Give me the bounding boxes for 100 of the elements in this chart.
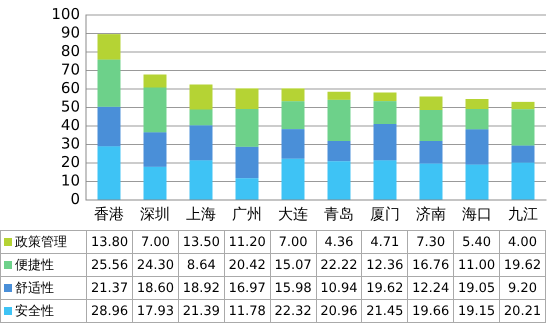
bar: [98, 106, 120, 146]
x-tick-label: 海口: [462, 204, 492, 223]
bar: [236, 178, 258, 200]
bar: [328, 161, 350, 200]
bar: [282, 88, 304, 102]
data-label: 10.94: [316, 276, 362, 300]
data-label: 19.66: [408, 300, 454, 322]
y-tick-label: 10: [60, 171, 80, 190]
legend-label: 便捷性: [15, 258, 54, 273]
data-label: 13.50: [178, 230, 224, 254]
bar: [328, 92, 350, 100]
bar: [466, 164, 488, 200]
bar: [236, 146, 258, 178]
data-label: 20.96: [316, 300, 362, 322]
data-label: 25.56: [86, 254, 133, 276]
bar: [282, 129, 304, 159]
bar: [282, 101, 304, 130]
bar: [144, 166, 166, 200]
data-label: 12.36: [362, 254, 408, 276]
x-tick-label: 香港: [94, 204, 124, 223]
x-tick-label: 广州: [232, 204, 262, 223]
data-label: 7.00: [270, 230, 316, 254]
bar: [190, 160, 212, 200]
data-label: 19.62: [362, 276, 408, 300]
data-label: 19.05: [454, 276, 500, 300]
y-tick-label: 60: [60, 78, 80, 97]
bar: [512, 162, 534, 200]
x-tick-label: 青岛: [324, 204, 354, 223]
y-tick-label: 0: [70, 190, 80, 208]
x-tick-label: 大连: [278, 204, 308, 223]
legend-label: 舒适性: [15, 281, 54, 296]
bar: [466, 108, 488, 130]
data-label: 4.71: [362, 230, 408, 254]
legend-label: 安全性: [15, 304, 54, 319]
bar: [328, 140, 350, 162]
bar: [466, 129, 488, 165]
bar: [236, 88, 258, 110]
bar: [512, 109, 534, 146]
data-label: 16.97: [224, 276, 270, 300]
x-tick-label: 济南: [416, 204, 446, 223]
data-label: 22.32: [270, 300, 316, 322]
y-tick-label: 80: [60, 42, 80, 60]
y-tick-label: 20: [60, 152, 80, 171]
x-tick-label: 深圳: [140, 204, 170, 223]
data-label: 12.24: [408, 276, 454, 300]
data-label: 13.80: [86, 230, 133, 254]
bar: [420, 110, 442, 141]
x-tick-label: 上海: [186, 204, 216, 223]
bar: [190, 125, 212, 160]
data-label: 19.62: [500, 254, 546, 276]
bar: [98, 34, 120, 60]
data-label: 11.78: [224, 300, 270, 322]
data-label: 15.98: [270, 276, 316, 300]
bar: [512, 146, 534, 163]
y-tick-label: 100: [51, 4, 80, 23]
data-label: 5.40: [454, 230, 500, 254]
y-tick-label: 90: [60, 23, 80, 42]
data-label: 17.93: [132, 300, 178, 322]
bar: [512, 102, 534, 110]
bar: [374, 101, 396, 124]
data-label: 9.20: [500, 276, 546, 300]
data-label: 22.22: [316, 254, 362, 276]
data-label: 21.45: [362, 300, 408, 322]
x-tick-label: 九江: [508, 204, 538, 223]
data-label: 4.00: [500, 230, 546, 254]
bar: [282, 158, 304, 200]
data-label: 20.21: [500, 300, 546, 322]
bar: [466, 98, 488, 109]
data-label: 15.07: [270, 254, 316, 276]
bar: [98, 146, 120, 200]
bar: [98, 60, 120, 107]
data-label: 11.20: [224, 230, 270, 254]
bar: [190, 109, 212, 126]
data-label: 19.15: [454, 300, 500, 322]
bar: [328, 100, 350, 141]
y-tick-label: 30: [60, 134, 80, 152]
bar: [144, 74, 166, 88]
bar: [374, 124, 396, 160]
data-label: 21.37: [86, 276, 133, 300]
data-label: 4.36: [316, 230, 362, 254]
data-label: 8.64: [178, 254, 224, 276]
bar: [374, 92, 396, 102]
data-label: 24.30: [132, 254, 178, 276]
bar: [420, 140, 442, 164]
x-tick-label: 厦门: [370, 204, 400, 223]
bar: [144, 87, 166, 132]
data-label: 28.96: [86, 300, 133, 322]
data-label: 7.00: [132, 230, 178, 254]
data-label: 7.30: [408, 230, 454, 254]
data-label: 16.76: [408, 254, 454, 276]
bar: [374, 160, 396, 200]
bar: [420, 164, 442, 200]
y-tick-label: 40: [60, 116, 80, 134]
bar: [190, 84, 212, 110]
bar: [236, 109, 258, 147]
data-label: 20.42: [224, 254, 270, 276]
bar: [420, 96, 442, 110]
y-tick-label: 70: [60, 60, 80, 78]
bar: [144, 132, 166, 167]
data-label: 21.39: [178, 300, 224, 322]
